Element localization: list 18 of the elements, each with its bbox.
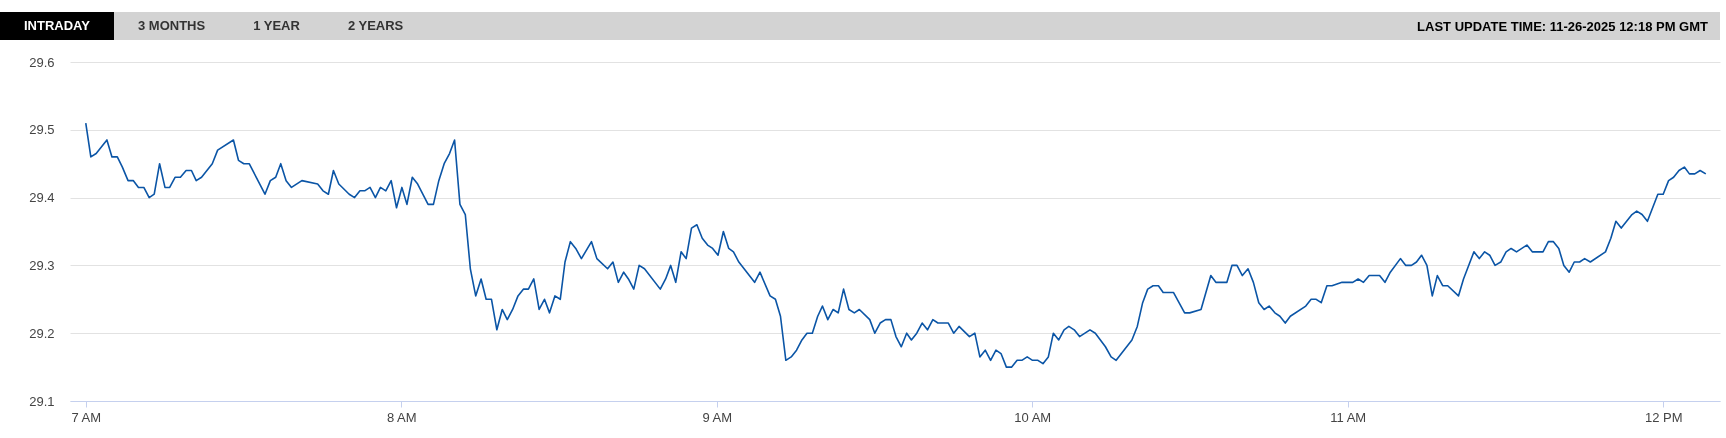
x-tick-label: 12 PM [1644,409,1683,425]
x-tick-label: 9 AM [702,409,733,425]
y-tick-label: 29.2 [29,325,55,341]
y-tick-label: 29.3 [29,257,55,273]
text: LAST UPDATE TIME: 11-26-2025 12:18 PM GMT [1417,18,1709,34]
y-tick-label: 29.4 [29,190,55,206]
x-tick-label: 7 AM [71,409,102,425]
text: 2 YEARS [346,17,405,35]
text: 3 MONTHS [137,17,207,35]
line-series [84,122,1707,368]
text: 1 YEAR [252,17,301,35]
y-tick-label: 29.6 [29,54,55,70]
x-tick-label: 11 AM [1330,409,1367,425]
x-tick-label: 10 AM [1014,409,1052,425]
y-tick-label: 29.5 [29,122,55,138]
x-tick-label: 8 AM [386,409,417,425]
y-tick-label: 29.1 [29,393,55,409]
text: INTRADAY [0,12,114,40]
